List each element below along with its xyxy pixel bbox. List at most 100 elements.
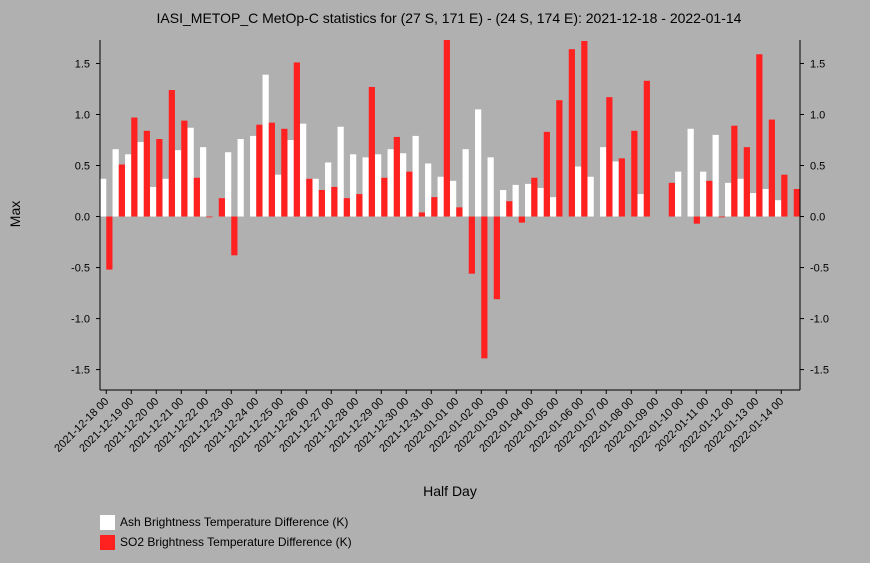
legend-swatch-ash <box>100 514 115 530</box>
bar-ash-22 <box>375 154 382 217</box>
bar-so2-35 <box>543 131 550 217</box>
bar-ash-31 <box>487 157 494 217</box>
bar-ash-2 <box>125 154 132 217</box>
y-tick-label-right-1: -1.0 <box>810 314 829 326</box>
bar-so2-8 <box>206 216 213 218</box>
bar-so2-23 <box>393 136 400 217</box>
bar-ash-13 <box>262 74 269 217</box>
legend: Ash Brightness Temperature Difference (K… <box>100 512 352 552</box>
bar-so2-4 <box>156 138 163 217</box>
bar-so2-13 <box>268 122 275 217</box>
bar-ash-3 <box>137 142 144 217</box>
chart-title: IASI_METOP_C MetOp-C statistics for (27 … <box>157 10 742 26</box>
x-axis-label: Half Day <box>423 483 477 499</box>
bar-so2-10 <box>231 216 238 256</box>
bar-so2-15 <box>293 62 300 217</box>
bar-so2-31 <box>493 216 500 300</box>
y-tick-label-left-2: -0.5 <box>71 263 90 275</box>
y-axis-label: Max <box>7 201 23 227</box>
y-ticks: -1.5 -1.5 -1.0 -1.0 -0.5 -0.5 0.0 0.0 0.5 0.5 1.0 1… <box>71 58 829 376</box>
bar-ash-6 <box>175 150 182 217</box>
y-tick-label-left-4: 0.5 <box>75 161 90 173</box>
y-tick-label-left-6: 1.5 <box>75 58 90 70</box>
bar-so2-41 <box>618 158 625 217</box>
bar-ash-12 <box>250 135 257 217</box>
bar-so2-20 <box>356 194 363 217</box>
bar-ash-11 <box>237 138 244 217</box>
legend-item-so2: SO2 Brightness Temperature Difference (K… <box>100 532 352 552</box>
bar-so2-29 <box>468 216 475 274</box>
bar-so2-27 <box>443 40 450 217</box>
bar-so2-42 <box>631 130 638 217</box>
bar-so2-3 <box>143 130 150 217</box>
y-tick-label-right-5: 1.0 <box>810 109 825 121</box>
bar-ash-18 <box>325 162 332 217</box>
bar-so2-5 <box>168 90 175 217</box>
bar-ash-14 <box>275 174 282 217</box>
bar-ash-26 <box>425 163 432 217</box>
bar-so2-21 <box>368 86 375 217</box>
bar-ash-51 <box>737 178 744 217</box>
bar-ash-20 <box>350 154 357 217</box>
bar-ash-21 <box>362 157 369 217</box>
bar-ash-41 <box>612 161 619 217</box>
bar-ash-23 <box>387 149 394 217</box>
bar-so2-17 <box>318 190 325 217</box>
bar-ash-5 <box>162 178 169 217</box>
bar-ash-27 <box>437 176 444 217</box>
bar-ash-30 <box>475 109 482 217</box>
bar-ash-54 <box>775 200 782 217</box>
bar-so2-25 <box>418 212 425 217</box>
y-tick-label-left-0: -1.5 <box>71 365 90 377</box>
bar-so2-22 <box>381 177 388 217</box>
bar-ash-8 <box>200 147 207 217</box>
bar-so2-30 <box>481 216 488 359</box>
bar-so2-38 <box>581 41 588 217</box>
bar-ash-16 <box>300 123 307 217</box>
bar-so2-36 <box>556 100 563 217</box>
bar-ash-10 <box>225 152 232 217</box>
bar-ash-32 <box>500 190 507 217</box>
legend-item-ash: Ash Brightness Temperature Difference (K… <box>100 512 352 532</box>
bar-so2-28 <box>456 207 463 217</box>
bar-so2-6 <box>181 120 188 217</box>
bar-so2-49 <box>718 216 725 218</box>
bar-so2-51 <box>743 147 750 217</box>
bar-so2-48 <box>706 180 713 217</box>
bar-so2-34 <box>531 177 538 217</box>
bar-ash-33 <box>512 184 519 217</box>
bar-ash-48 <box>700 171 707 217</box>
bar-so2-9 <box>218 198 225 217</box>
bar-so2-43 <box>643 80 650 217</box>
bar-ash-50 <box>725 182 732 217</box>
bar-ash-24 <box>400 153 407 217</box>
bar-ash-43 <box>637 194 644 217</box>
bar-so2-33 <box>518 216 525 223</box>
y-tick-label-right-2: -0.5 <box>810 263 829 275</box>
bar-so2-7 <box>193 177 200 217</box>
bar-ash-53 <box>762 188 769 217</box>
bar-so2-50 <box>731 125 738 217</box>
bar-so2-2 <box>131 117 138 217</box>
bar-ash-7 <box>187 127 194 217</box>
bar-ash-35 <box>537 187 544 217</box>
y-tick-label-right-0: -1.5 <box>810 365 829 377</box>
bar-ash-38 <box>575 166 582 217</box>
bar-ash-52 <box>750 193 757 217</box>
legend-label-ash: Ash Brightness Temperature Difference (K… <box>120 515 349 529</box>
bar-ash-34 <box>525 183 532 217</box>
bar-ash-1 <box>112 149 119 217</box>
bar-ash-17 <box>312 178 319 217</box>
bar-ash-49 <box>712 134 719 217</box>
bar-so2-16 <box>306 178 313 217</box>
bar-so2-18 <box>331 186 338 217</box>
bar-ash-47 <box>687 128 694 217</box>
y-tick-label-right-6: 1.5 <box>810 58 825 70</box>
bar-so2-54 <box>781 174 788 217</box>
y-tick-label-left-3: 0.0 <box>75 212 90 224</box>
bar-ash-40 <box>600 147 607 217</box>
bar-ash-46 <box>675 171 682 217</box>
axes <box>99 40 801 391</box>
bar-so2-32 <box>506 201 513 217</box>
